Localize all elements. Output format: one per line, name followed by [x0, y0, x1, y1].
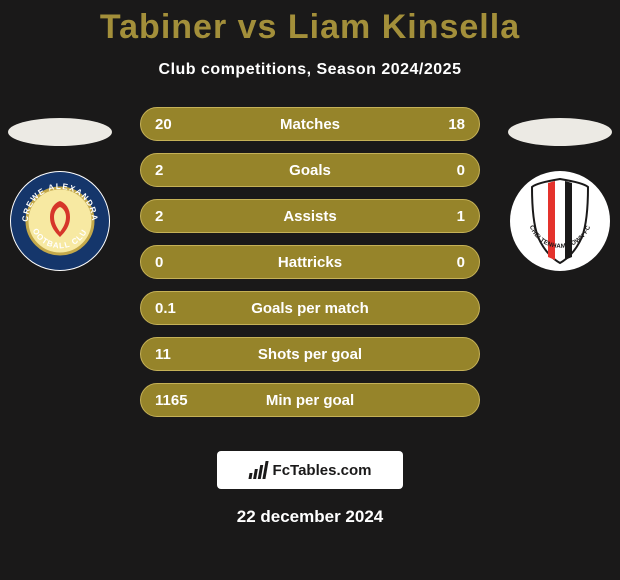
- stat-label: Assists: [205, 208, 415, 225]
- player1-club-badge-icon: CREWE ALEXANDRA FOOTBALL CLUB: [10, 171, 110, 271]
- stat-left-value: 11: [155, 346, 205, 363]
- player2-name: Liam Kinsella: [288, 8, 520, 46]
- stat-left-value: 20: [155, 116, 205, 133]
- stat-row: 0.1Goals per match: [140, 291, 480, 325]
- page-title: Tabiner vs Liam Kinsella: [0, 0, 620, 47]
- stat-row: 0Hattricks0: [140, 245, 480, 279]
- stat-label: Min per goal: [205, 392, 415, 409]
- vs-text: vs: [238, 8, 278, 46]
- comparison-content: CREWE ALEXANDRA FOOTBALL CLUB: [0, 107, 620, 427]
- player1-column: CREWE ALEXANDRA FOOTBALL CLUB: [0, 107, 120, 271]
- player1-silhouette-icon: [5, 107, 115, 157]
- fctables-text: FcTables.com: [273, 462, 372, 479]
- subtitle: Club competitions, Season 2024/2025: [0, 61, 620, 79]
- stat-label: Goals: [205, 162, 415, 179]
- stat-left-value: 1165: [155, 392, 205, 409]
- stat-label: Goals per match: [205, 300, 415, 317]
- stat-row: 2Goals0: [140, 153, 480, 187]
- stat-left-value: 0: [155, 254, 205, 271]
- player2-club-badge-icon: CHELTENHAM TOWN FC: [510, 171, 610, 271]
- stats-list: 20Matches182Goals02Assists10Hattricks00.…: [140, 107, 480, 429]
- stat-left-value: 2: [155, 208, 205, 225]
- player1-name: Tabiner: [100, 8, 227, 46]
- player2-column: CHELTENHAM TOWN FC: [500, 107, 620, 271]
- stat-label: Shots per goal: [205, 346, 415, 363]
- player2-silhouette-icon: [505, 107, 615, 157]
- stat-right-value: 0: [415, 162, 465, 179]
- stat-row: 11Shots per goal: [140, 337, 480, 371]
- stat-row: 20Matches18: [140, 107, 480, 141]
- stat-label: Hattricks: [205, 254, 415, 271]
- date-label: 22 december 2024: [0, 507, 620, 527]
- stat-right-value: 18: [415, 116, 465, 133]
- stat-row: 1165Min per goal: [140, 383, 480, 417]
- stat-right-value: 0: [415, 254, 465, 271]
- fctables-watermark: FcTables.com: [217, 451, 403, 489]
- stat-label: Matches: [205, 116, 415, 133]
- stat-right-value: 1: [415, 208, 465, 225]
- stat-left-value: 0.1: [155, 300, 205, 317]
- stat-left-value: 2: [155, 162, 205, 179]
- fctables-logo-icon: [249, 461, 267, 479]
- stat-row: 2Assists1: [140, 199, 480, 233]
